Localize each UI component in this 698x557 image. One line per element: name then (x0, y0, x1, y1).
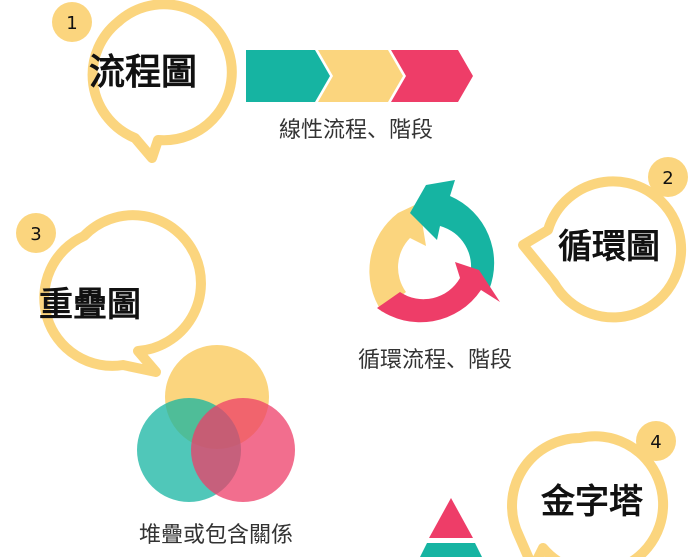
venn-circle-pink (191, 398, 295, 502)
caption-3: 堆疊或包含關係 (139, 523, 293, 548)
cycle-arrows-icon (369, 180, 500, 323)
badge-4-number: 4 (650, 432, 661, 453)
badge-1: 1 流程圖 (52, 0, 237, 163)
caption-2: 循環流程、階段 (358, 348, 512, 373)
badge-1-title: 流程圖 (89, 52, 197, 93)
pyramid-top (429, 498, 473, 538)
badge-3-bubble (39, 210, 206, 377)
badge-1-number: 1 (66, 13, 77, 34)
badge-2-number: 2 (662, 168, 673, 189)
chevron-arrows-icon (246, 50, 473, 102)
badge-1-number-circle (52, 2, 92, 42)
chevron-teal (246, 50, 330, 102)
badge-4-number-circle (636, 421, 676, 461)
badge-2-bubble (518, 176, 687, 323)
badge-4-title: 金字塔 (540, 482, 644, 522)
cycle-arrow-teal (410, 180, 495, 290)
pyramid-middle (420, 543, 482, 557)
cycle-arrow-pink (377, 262, 500, 323)
badge-2-number-circle (648, 157, 688, 197)
badge-4: 4 金字塔 (507, 421, 676, 557)
chevron-pink (391, 50, 473, 102)
badge-4-bubble (507, 431, 669, 557)
badge-3-number: 3 (30, 224, 41, 245)
badge-2-title: 循環圖 (558, 227, 660, 267)
badge-3-number-circle (16, 213, 56, 253)
badge-2: 2 循環圖 (518, 157, 688, 323)
pyramid-icon (420, 498, 482, 557)
cycle-arrow-yellow (369, 203, 426, 312)
caption-1: 線性流程、階段 (279, 118, 433, 143)
badge-3-title: 重疊圖 (39, 285, 141, 325)
badge-3: 3 重疊圖 (16, 210, 206, 377)
badge-1-bubble (87, 0, 237, 163)
venn-circles-icon (137, 345, 295, 502)
chevron-yellow (318, 50, 403, 102)
